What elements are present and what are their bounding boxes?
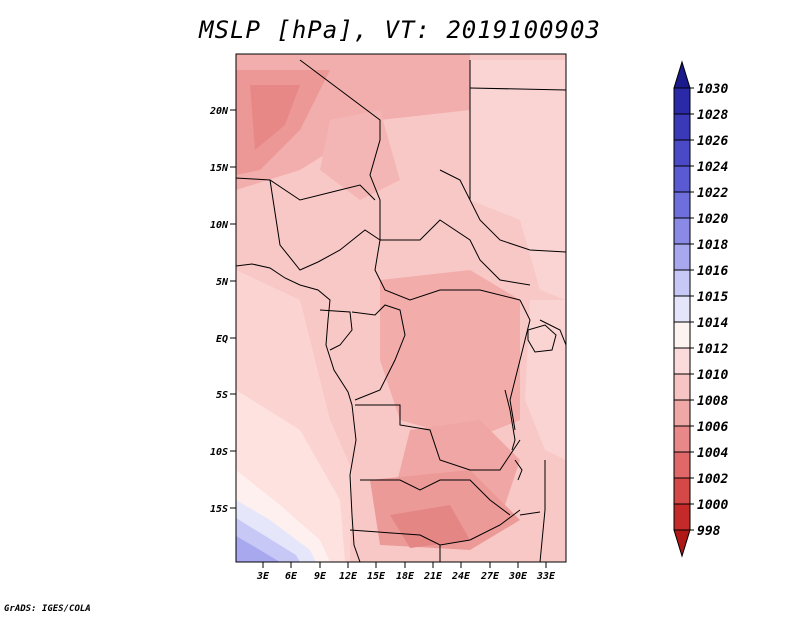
lon-tick-label: 12E [339,571,358,582]
colorbar-label: 1008 [697,394,728,409]
border-angola-drc [355,404,521,471]
colorbar-swatch [673,269,691,297]
lon-tick-label: 24E [451,571,471,582]
colorbar-swatch [673,295,691,323]
border-angola-zambia [360,479,511,516]
lon-tick-label: 6E [285,571,298,582]
lake-kariba [519,511,541,516]
colorbar-label: 1016 [697,264,728,279]
lat-tick-label: 10N [210,220,229,231]
colorbar-bottom-arrow [673,529,691,558]
lon-tick-label: 18E [396,571,415,582]
colorbar-top-arrow [673,60,691,89]
colorbar-label: 1026 [697,134,728,149]
colorbar-label: 1022 [697,186,728,201]
colorbar-label: 998 [697,524,721,539]
colorbar-label: 1010 [697,368,728,383]
credit-label: GrADS: IGES/COLA [4,604,91,614]
colorbar-label: 1020 [697,212,728,227]
lat-tick-label: EQ [216,334,228,345]
colorbar-label: 1000 [697,498,728,513]
colorbar-swatch [673,477,691,505]
lat-tick-label: 15S [210,504,228,515]
colorbar-swatch [673,139,691,167]
colorbar-swatch [673,503,691,531]
colorbar-swatch [673,113,691,141]
colorbar-swatch [673,425,691,453]
map-frame [235,53,567,563]
lon-tick-label: 9E [314,571,327,582]
colorbar-label: 1028 [697,108,728,123]
colorbar-swatch [673,451,691,479]
lake-tanganyika [504,389,516,451]
colorbar-swatch [673,87,691,115]
border-nigeria-south [269,179,381,271]
colorbar-swatch [673,321,691,349]
lat-tick-label: 10S [210,447,228,458]
lon-tick-label: 21E [423,571,443,582]
colorbar-label: 1012 [697,342,728,357]
field-congo-basin [380,270,520,440]
lon-tick-label: 30E [508,571,528,582]
coastline-west [236,263,361,562]
colorbar-label: 1002 [697,472,728,487]
field-east-light-2 [525,300,566,460]
border-sudan-south [439,169,566,253]
lakes [504,324,557,516]
field-south-darkest [390,505,470,548]
border-east-lakes [509,299,531,431]
colorbar-label: 1015 [697,290,728,305]
colorbar-swatch [673,373,691,401]
lat-tick-label: 15N [210,163,229,174]
border-gabon [319,309,353,351]
lon-tick-label: 15E [367,571,386,582]
lat-tick-label: 20N [209,106,229,117]
pressure-field [236,54,566,562]
colorbar-swatch [673,165,691,193]
latitude-axis: 20N 15N 10N 5N EQ 5S 10S 15S [209,106,236,515]
field-blue-1016 [236,536,280,562]
colorbar-label: 1004 [697,446,728,461]
lon-tick-label: 27E [480,571,500,582]
border-congo [351,304,406,401]
field-north-darkest [250,85,300,150]
lon-tick-label: 33E [536,571,556,582]
lon-tick-label: 3E [256,571,270,582]
border-car [380,219,531,286]
border-egypt-sudan [469,87,566,91]
colorbar-label: 1006 [697,420,728,435]
border-car-south [374,239,521,301]
field-east-light [470,60,566,300]
colorbar-label: 1018 [697,238,728,253]
colorbar-label: 1014 [697,316,728,331]
country-borders [236,59,566,562]
map-title: MSLP [hPa], VT: 2019100903 [199,16,601,44]
colorbar-label: 1024 [697,160,728,175]
border-mozambique [539,460,546,562]
colorbar-label: 1030 [697,82,728,97]
border-namibia [349,509,521,546]
colorbar-swatch [673,217,691,245]
border-niger-chad [299,59,381,240]
longitude-axis: 3E 6E 9E 12E 15E 18E 21E 24E 27E 30E 33E [256,562,556,582]
lat-tick-label: 5S [216,390,228,401]
lat-tick-label: 5N [216,277,229,288]
colorbar-swatch [673,191,691,219]
border-nigeria-north [236,177,376,201]
colorbar-swatch [673,243,691,271]
border-kenya [539,319,566,346]
colorbar-swatch [673,347,691,375]
lake-mweru [514,459,523,481]
colorbar-swatch [673,399,691,427]
lake-victoria [527,324,557,353]
colorbar: 1030 1028 1026 1024 1022 1020 1018 1016 1015 1014… [673,60,728,558]
